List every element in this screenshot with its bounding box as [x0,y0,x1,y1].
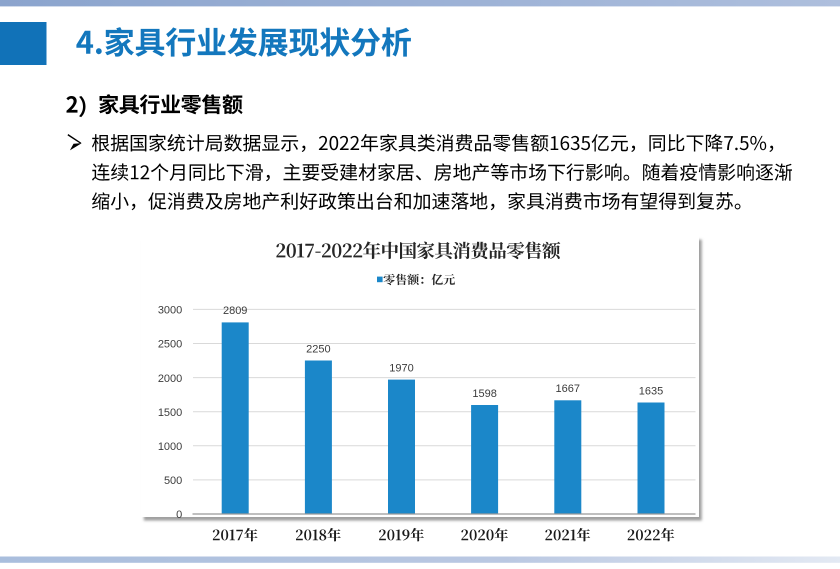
svg-text:1500: 1500 [158,407,182,419]
svg-text:2000: 2000 [158,373,182,385]
svg-text:2250: 2250 [306,343,330,355]
svg-text:1000: 1000 [158,441,182,453]
svg-text:1635: 1635 [639,385,663,397]
svg-text:2500: 2500 [158,339,182,351]
svg-text:3000: 3000 [158,305,182,317]
svg-text:500: 500 [164,475,182,487]
svg-text:1667: 1667 [556,383,580,395]
svg-text:0: 0 [176,509,182,521]
svg-text:2809: 2809 [223,305,247,317]
svg-text:1970: 1970 [389,362,413,374]
svg-text:1598: 1598 [472,388,496,400]
